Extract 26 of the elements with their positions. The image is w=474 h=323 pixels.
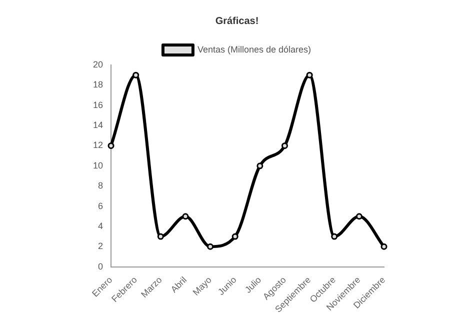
point (356, 213, 362, 220)
point (157, 233, 164, 240)
x-tick-label: Julio (242, 274, 264, 295)
chart-title: Gráficas! (215, 16, 259, 27)
point (108, 142, 114, 149)
y-tick-label: 16 (92, 100, 104, 110)
y-tick-label: 8 (98, 180, 104, 191)
y-tick-label: 2 (98, 241, 104, 252)
legend-label: Ventas (Millones de dólares) (197, 44, 312, 54)
point (256, 162, 264, 170)
point (331, 233, 338, 240)
y-tick-label: 10 (92, 160, 104, 170)
y-tick-label: 20 (92, 59, 104, 70)
point (232, 233, 238, 240)
point (306, 72, 313, 78)
y-tick-label: 0 (98, 261, 104, 272)
y-tick-label: 4 (98, 220, 104, 231)
point (281, 142, 288, 149)
point (182, 213, 189, 220)
y-tick-label: 6 (98, 200, 104, 211)
y-tick-label: 18 (92, 80, 104, 90)
y-tick-label: 14 (92, 120, 104, 130)
point (132, 72, 140, 78)
point (380, 243, 388, 250)
y-tick-label: 12 (92, 140, 104, 150)
point (207, 243, 214, 250)
